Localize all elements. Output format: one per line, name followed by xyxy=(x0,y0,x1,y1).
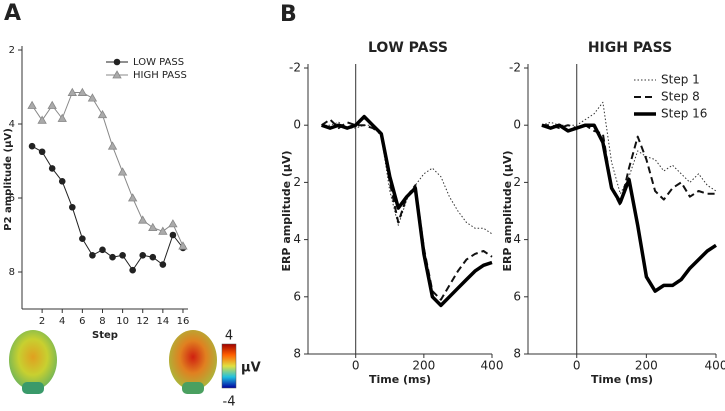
point xyxy=(117,167,128,176)
head-map xyxy=(169,330,217,394)
x-axis-label: Time (ms) xyxy=(369,373,431,386)
x-tick-label: 8 xyxy=(99,316,105,327)
x-tick-label: 2 xyxy=(39,316,45,327)
y-tick-label: 8 xyxy=(513,347,521,361)
point xyxy=(77,87,88,96)
y-tick-label: 2 xyxy=(9,45,15,56)
y-axis-label: P2 amplitude (µV) xyxy=(3,128,14,231)
series-line xyxy=(321,118,493,301)
x-tick-label: 10 xyxy=(116,316,129,327)
y-tick-label: 2 xyxy=(293,175,301,189)
legend-label: Step 1 xyxy=(661,73,700,87)
y-tick-label: -2 xyxy=(289,61,301,75)
point xyxy=(109,253,116,261)
point xyxy=(139,252,147,259)
point xyxy=(27,100,37,109)
panel-label: A xyxy=(4,1,21,26)
x-tick-label: 0 xyxy=(573,359,581,373)
point xyxy=(169,231,177,239)
point xyxy=(38,148,46,156)
legend-label: HIGH PASS xyxy=(133,70,187,81)
y-tick-label: 8 xyxy=(293,347,301,361)
point xyxy=(57,113,67,122)
x-tick-label: 200 xyxy=(412,359,435,373)
y-tick-label: 0 xyxy=(293,118,301,132)
panel-label: B xyxy=(280,2,297,27)
x-tick-label: 400 xyxy=(481,359,504,373)
legend-label: Step 8 xyxy=(661,90,700,104)
point xyxy=(178,241,188,250)
colorbar-label: 4 xyxy=(225,329,233,344)
point xyxy=(149,253,157,261)
point xyxy=(148,222,158,231)
y-tick-label: 6 xyxy=(293,289,301,303)
y-axis-label: ERP amplitude (µV) xyxy=(501,150,514,271)
x-tick-label: 14 xyxy=(156,316,169,327)
point xyxy=(107,141,118,150)
y-tick-label: 8 xyxy=(9,267,15,278)
x-tick-label: 4 xyxy=(59,316,65,327)
y-tick-label: 6 xyxy=(513,289,521,303)
point xyxy=(129,266,136,274)
y-tick-label: 0 xyxy=(513,118,521,132)
y-tick-label: 4 xyxy=(9,119,15,130)
point xyxy=(87,93,98,102)
point xyxy=(37,115,47,124)
series-line xyxy=(31,92,184,247)
point xyxy=(113,58,121,66)
point xyxy=(89,252,96,259)
point xyxy=(138,215,148,224)
series-line xyxy=(541,124,716,207)
x-tick-label: 6 xyxy=(79,316,85,327)
point xyxy=(159,261,167,268)
series-line xyxy=(31,145,184,271)
point xyxy=(48,165,56,172)
point xyxy=(97,109,108,119)
point xyxy=(158,226,168,235)
x-tick-label: 200 xyxy=(635,359,658,373)
chart-title: LOW PASS xyxy=(368,40,448,56)
point xyxy=(69,203,76,211)
colorbar-unit: µV xyxy=(241,361,261,376)
point xyxy=(58,178,66,185)
legend: Step 1 Step 8 Step 16 xyxy=(634,73,707,121)
point xyxy=(99,246,106,254)
y-tick-label: 4 xyxy=(513,232,521,246)
colorbar xyxy=(221,343,237,389)
point xyxy=(47,100,57,109)
x-axis-label: Step xyxy=(92,330,118,341)
point xyxy=(112,70,122,79)
point xyxy=(28,142,36,150)
chart-title: HIGH PASS xyxy=(588,40,672,56)
head-map xyxy=(9,330,57,394)
x-tick-label: 16 xyxy=(177,316,190,327)
legend: LOW PASS HIGH PASS xyxy=(106,57,187,81)
y-tick-label: 2 xyxy=(513,175,521,189)
point xyxy=(119,252,126,259)
point xyxy=(168,219,178,228)
point xyxy=(127,193,138,202)
x-tick-label: 12 xyxy=(136,316,149,327)
colorbar-label: -4 xyxy=(223,395,236,410)
legend-label: LOW PASS xyxy=(133,57,184,68)
legend-label: Step 16 xyxy=(661,107,707,121)
point xyxy=(79,235,86,242)
x-tick-label: 400 xyxy=(705,359,725,373)
y-axis-label: ERP amplitude (µV) xyxy=(280,150,293,271)
series-line xyxy=(541,123,717,293)
x-axis-label: Time (ms) xyxy=(591,373,653,386)
series-line xyxy=(321,121,493,235)
x-tick-label: 0 xyxy=(352,359,360,373)
y-tick-label: 6 xyxy=(9,193,15,204)
point xyxy=(67,87,77,96)
series-line xyxy=(321,114,493,308)
y-tick-label: 4 xyxy=(293,232,301,246)
y-tick-label: -2 xyxy=(509,61,521,75)
